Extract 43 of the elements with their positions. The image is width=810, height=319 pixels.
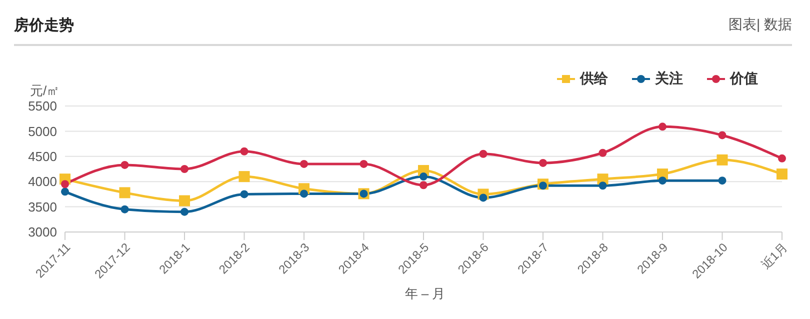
y-tick-label: 3500 (28, 199, 57, 214)
point (539, 158, 547, 167)
point (718, 176, 726, 185)
legend-label: 供给 (578, 70, 608, 88)
legend-label: 关注 (654, 70, 683, 88)
point (179, 195, 190, 206)
point (120, 160, 129, 169)
y-axis-title: 元/㎡ (30, 82, 60, 100)
x-axis-title: 年 – 月 (404, 286, 446, 302)
point (598, 148, 607, 157)
point (119, 187, 130, 198)
point (180, 165, 188, 173)
point (658, 176, 666, 185)
point (240, 190, 248, 198)
point (360, 160, 368, 168)
point (778, 154, 786, 162)
point (716, 154, 728, 166)
point (61, 188, 69, 196)
x-tick-label: 近1月 (758, 240, 790, 272)
y-tick-label: 5000 (28, 124, 57, 139)
legend-label: 价值 (728, 70, 758, 88)
point (120, 205, 129, 214)
point (240, 147, 248, 156)
point (420, 181, 428, 190)
chart-title: 房价走势 (14, 16, 74, 35)
point (300, 190, 308, 198)
y-tick-label: 5500 (28, 98, 57, 114)
point (300, 160, 308, 168)
y-tick-label: 4500 (28, 149, 57, 164)
y-tick-label: 3000 (28, 224, 57, 240)
point (776, 168, 788, 180)
point (61, 180, 69, 188)
point (238, 171, 250, 182)
y-tick-label: 4000 (28, 174, 57, 190)
point (658, 122, 666, 131)
point (598, 182, 607, 190)
point (539, 182, 547, 190)
text: 图表| 数据 (728, 16, 792, 34)
point (180, 208, 188, 216)
point (479, 194, 488, 202)
point (718, 131, 726, 140)
point (420, 172, 428, 181)
point (479, 150, 488, 158)
